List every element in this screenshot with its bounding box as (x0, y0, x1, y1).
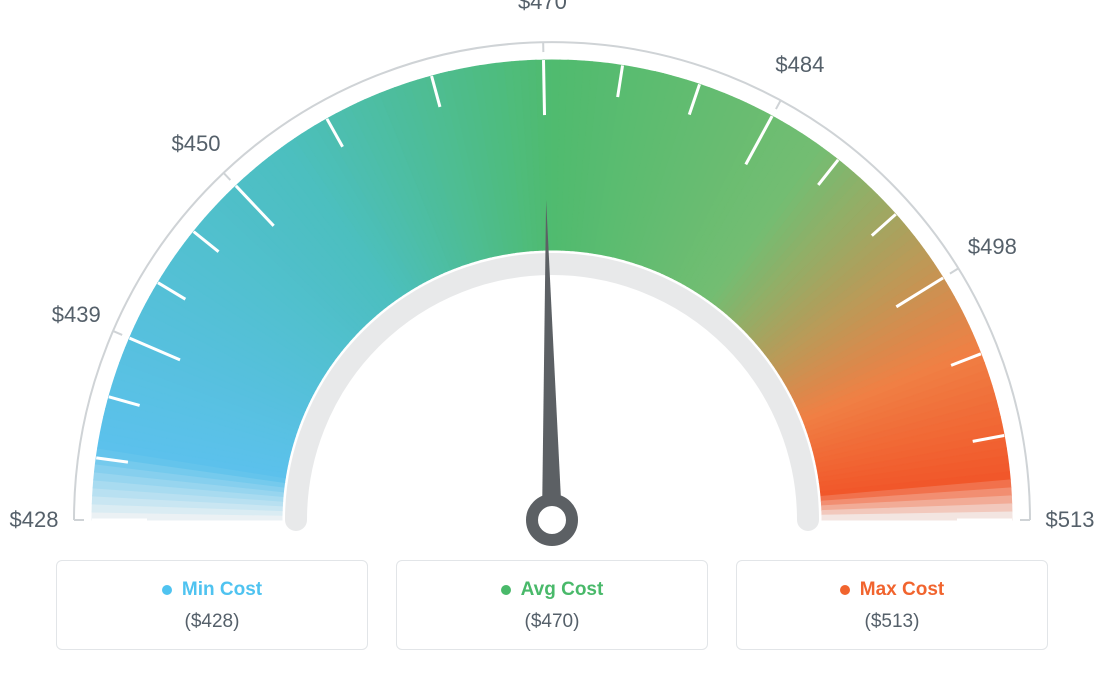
legend-value: ($513) (737, 611, 1047, 633)
legend-label: Avg Cost (521, 579, 604, 601)
gauge-tick-label: $513 (1046, 507, 1095, 533)
legend-label: Min Cost (182, 579, 262, 601)
legend-row: Min Cost ($428) Avg Cost ($470) Max Cost ($51… (0, 560, 1104, 650)
gauge-tick-label: $428 (10, 507, 59, 533)
legend-dot-icon (840, 585, 850, 595)
legend-box: Min Cost ($428) (56, 560, 368, 650)
gauge-tick-label: $470 (518, 0, 567, 15)
legend-box: Avg Cost ($470) (396, 560, 708, 650)
legend-value: ($428) (57, 611, 367, 633)
gauge-tick-label: $484 (775, 52, 824, 78)
gauge-chart: $428 $439 $450 $470 $484 $498 $513 (0, 0, 1104, 560)
gauge-svg (0, 0, 1104, 560)
legend-dot-icon (501, 585, 511, 595)
legend-value: ($470) (397, 611, 707, 633)
gauge-tick-label: $439 (52, 302, 101, 328)
legend-title: Min Cost (162, 579, 262, 601)
legend-box: Max Cost ($513) (736, 560, 1048, 650)
legend-title: Max Cost (840, 579, 944, 601)
gauge-tick-label: $498 (968, 234, 1017, 260)
legend-title: Avg Cost (501, 579, 604, 601)
legend-label: Max Cost (860, 579, 944, 601)
gauge-tick-label: $450 (172, 131, 221, 157)
legend-dot-icon (162, 585, 172, 595)
